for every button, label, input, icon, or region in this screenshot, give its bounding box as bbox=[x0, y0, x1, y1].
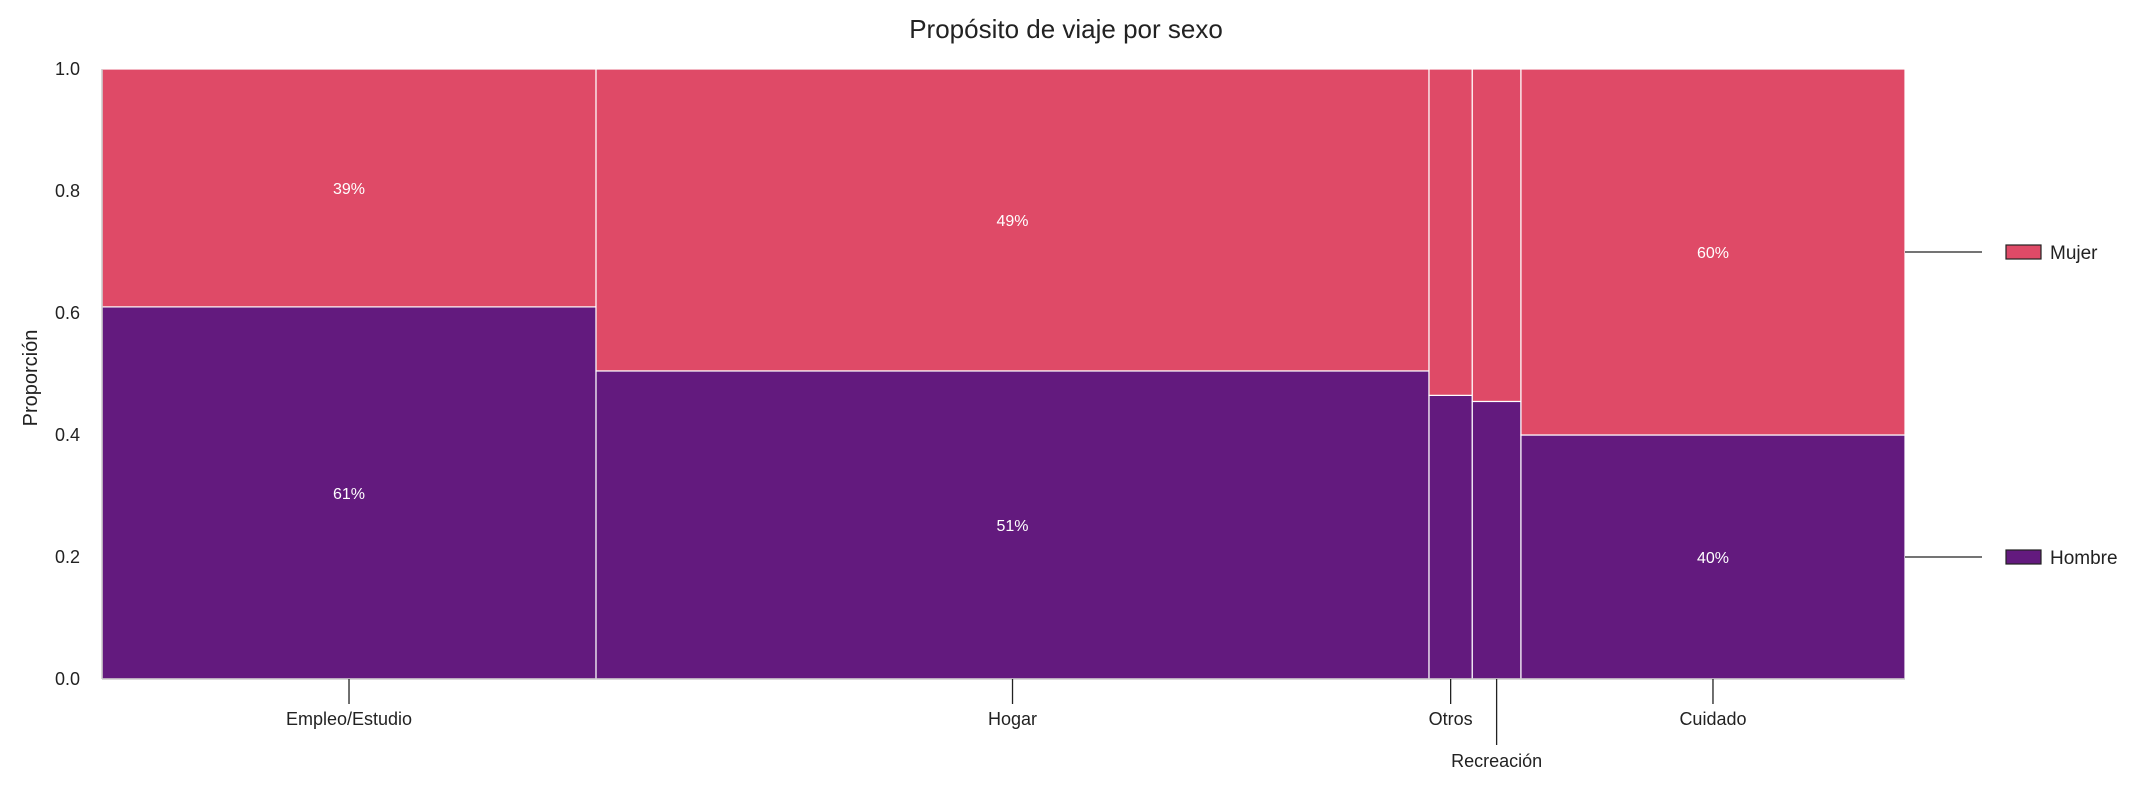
mosaic-cell-cuidado-mujer bbox=[1520, 68, 1906, 436]
legend-swatch-mujer bbox=[2005, 244, 2042, 260]
x-tick-label-recreacion: Recreación bbox=[1451, 751, 1542, 771]
legend-label-mujer: Mujer bbox=[2050, 243, 2098, 264]
data-label-hogar-hombre: 51% bbox=[996, 518, 1028, 535]
data-label-empleo-estudio-hombre: 61% bbox=[333, 486, 365, 503]
x-tick-label-otros: Otros bbox=[1429, 709, 1473, 729]
x-tick-label-empleo-estudio: Empleo/Estudio bbox=[286, 709, 412, 729]
data-label-hogar-mujer: 49% bbox=[996, 213, 1028, 230]
mosaic-cell-empleo-estudio-hombre bbox=[101, 306, 597, 680]
y-axis-label: Proporción bbox=[20, 330, 42, 427]
mosaic-cell-otros-hombre bbox=[1428, 394, 1473, 680]
y-tick-label: 0.4 bbox=[55, 425, 80, 445]
x-axis: Empleo/Estudio Hogar Otros Recreación Cuidad… bbox=[102, 678, 1905, 771]
mosaic-cell-hogar-mujer bbox=[595, 68, 1430, 372]
y-tick-label: 0.0 bbox=[55, 669, 80, 689]
legend-swatch-hombre bbox=[2005, 549, 2042, 565]
data-label-cuidado-mujer: 60% bbox=[1697, 245, 1729, 262]
y-tick-label: 0.6 bbox=[55, 303, 80, 323]
y-tick-label: 1.0 bbox=[55, 59, 80, 79]
mosaic-cell-cuidado-hombre bbox=[1520, 434, 1906, 680]
mosaic-cell-empleo-estudio-mujer bbox=[101, 68, 597, 308]
plot-area: 61% 39% 51% 49% 40% 60% bbox=[101, 68, 1906, 680]
legend: Mujer Hombre bbox=[1905, 243, 2118, 569]
y-axis: 0.0 0.2 0.4 0.6 0.8 1.0 bbox=[55, 59, 103, 689]
x-tick-label-cuidado: Cuidado bbox=[1679, 709, 1746, 729]
y-tick-label: 0.2 bbox=[55, 547, 80, 567]
chart-title: Propósito de viaje por sexo bbox=[909, 14, 1223, 44]
x-tick-label-hogar: Hogar bbox=[988, 709, 1037, 729]
mosaic-cell-recreacion-mujer bbox=[1471, 68, 1522, 403]
mosaic-cell-recreacion-hombre bbox=[1471, 400, 1522, 680]
data-label-cuidado-hombre: 40% bbox=[1697, 550, 1729, 567]
data-label-empleo-estudio-mujer: 39% bbox=[333, 181, 365, 198]
y-tick-label: 0.8 bbox=[55, 181, 80, 201]
mosaic-cell-otros-mujer bbox=[1428, 68, 1473, 396]
legend-label-hombre: Hombre bbox=[2050, 548, 2118, 569]
